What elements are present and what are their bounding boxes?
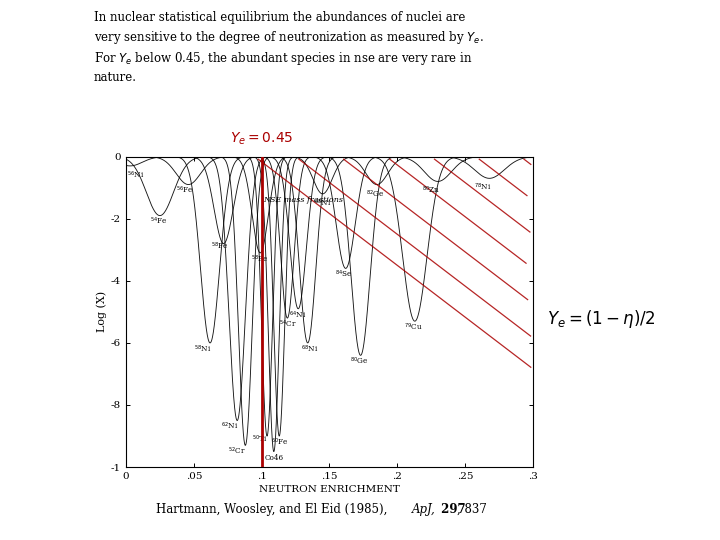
Text: $Y_e = (1-\eta)/2$: $Y_e = (1-\eta)/2$ (547, 308, 656, 329)
Text: ApJ,: ApJ, (412, 503, 436, 516)
Text: $^{78}$Ni: $^{78}$Ni (474, 182, 492, 193)
Text: $^{52}$Cr: $^{52}$Cr (228, 446, 246, 457)
Y-axis label: Log (X): Log (X) (96, 291, 107, 333)
Text: $Y_e = 0.45$: $Y_e = 0.45$ (230, 131, 293, 147)
Text: , 837: , 837 (457, 503, 487, 516)
Text: $^{56}$Ni: $^{56}$Ni (127, 170, 145, 181)
Text: NSE mass fractions: NSE mass fractions (263, 196, 343, 204)
Text: $^{54}$Cr: $^{54}$Cr (279, 319, 297, 330)
Text: $^{60}$Fe: $^{60}$Fe (271, 437, 289, 448)
Text: $^{56}$Fe: $^{56}$Fe (176, 185, 194, 197)
Text: $^{54}$Fe: $^{54}$Fe (150, 216, 168, 227)
Text: In nuclear statistical equilibrium the abundances of nuclei are
very sensitive t: In nuclear statistical equilibrium the a… (94, 11, 484, 84)
Text: $^{68}$Ni: $^{68}$Ni (315, 198, 332, 209)
X-axis label: NEUTRON ENRICHMENT: NEUTRON ENRICHMENT (259, 485, 400, 494)
Text: $^{62}$Ni: $^{62}$Ni (221, 421, 238, 433)
Text: $^{58}$Fe: $^{58}$Fe (251, 253, 269, 265)
Text: $^{79}$Cu: $^{79}$Cu (404, 322, 423, 333)
Text: $^{80}$Ge: $^{80}$Ge (350, 356, 368, 367)
Text: Hartmann, Woosley, and El Eid (1985),: Hartmann, Woosley, and El Eid (1985), (156, 503, 391, 516)
Text: $^{64}$Ni: $^{64}$Ni (289, 309, 306, 321)
Text: $^{58}$Fe: $^{58}$Fe (212, 241, 229, 252)
Text: $^{84}$Se: $^{84}$Se (335, 269, 352, 280)
Text: $^{50}$Ti: $^{50}$Ti (252, 434, 268, 445)
Text: 297: 297 (437, 503, 466, 516)
Text: $^{82}$Ge: $^{82}$Ge (366, 188, 384, 199)
Text: $^{58}$Ni: $^{58}$Ni (194, 343, 211, 355)
Text: Co46: Co46 (264, 454, 284, 462)
Text: $^{68}$Ni: $^{68}$Ni (301, 343, 318, 355)
Text: $^{80}$Zn: $^{80}$Zn (422, 185, 440, 197)
